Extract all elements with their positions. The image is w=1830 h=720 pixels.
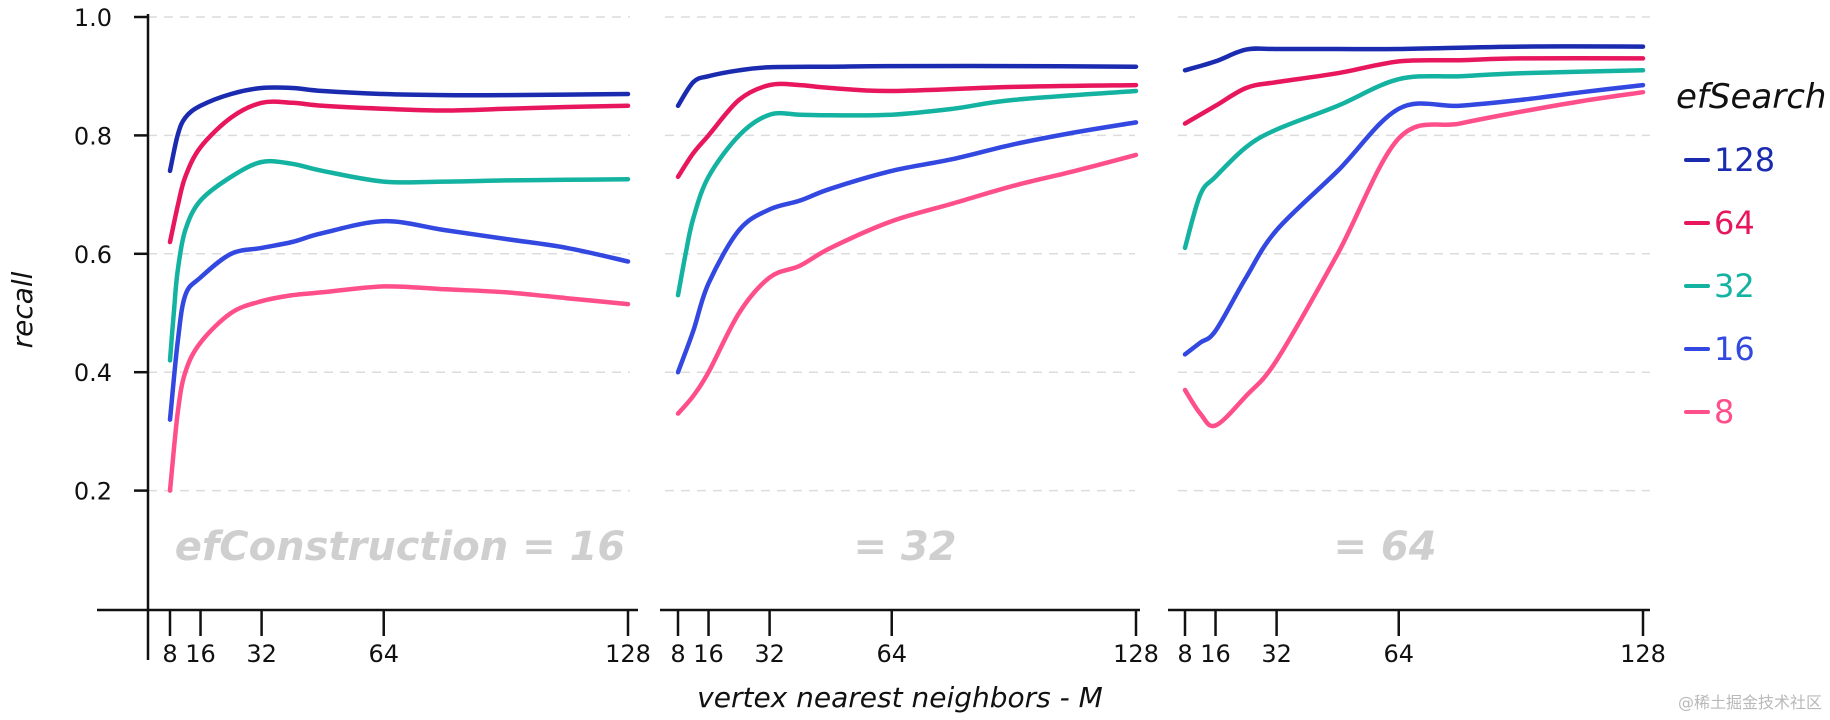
x-tick-label-panel3-8: 8 xyxy=(1177,640,1192,668)
series-line-panel1-efsearch-32 xyxy=(167,158,631,363)
legend-label-32: 32 xyxy=(1714,267,1755,305)
x-tick-label-panel3-128: 128 xyxy=(1620,640,1666,668)
series-line-panel2-efsearch-128 xyxy=(675,63,1139,109)
panel-label-3: = 64 xyxy=(1333,524,1436,570)
grid-lines xyxy=(148,16,1650,492)
watermark: @稀土掘金技术社区 xyxy=(1678,693,1822,712)
series-line-panel3-efsearch-64 xyxy=(1182,56,1646,126)
x-tick-label-panel1-32: 32 xyxy=(246,640,277,668)
axis-labels: 0.2 0.4 0.6 0.8 1.0 8 16 32 64 128 8 16 32 64 128 8 16 32… xyxy=(74,4,1666,668)
series-line-panel3-efsearch-128 xyxy=(1182,44,1646,73)
panel-label-1: efConstruction = 16 xyxy=(175,524,626,570)
series-line-panel2-efsearch-16 xyxy=(675,120,1139,375)
series-lines xyxy=(167,44,1646,493)
x-tick-label-panel1-16: 16 xyxy=(185,640,216,668)
y-tick-label-0.2: 0.2 xyxy=(74,478,112,506)
series-line-panel3-efsearch-8 xyxy=(1182,89,1646,429)
series-line-panel1-efsearch-8 xyxy=(167,284,631,493)
x-tick-label-panel1-8: 8 xyxy=(162,640,177,668)
x-tick-label-panel2-16: 16 xyxy=(693,640,724,668)
series-line-panel2-efsearch-8 xyxy=(675,152,1139,416)
y-axis-label: recall xyxy=(6,271,39,348)
panel-label-2: = 32 xyxy=(853,524,956,570)
x-tick-label-panel2-32: 32 xyxy=(754,640,785,668)
series-line-panel3-efsearch-16 xyxy=(1182,82,1646,357)
x-tick-label-panel1-64: 64 xyxy=(368,640,399,668)
y-tick-label-1.0: 1.0 xyxy=(74,4,112,32)
legend-label-16: 16 xyxy=(1714,330,1755,368)
x-tick-label-panel3-64: 64 xyxy=(1383,640,1414,668)
legend: efSearch 128 64 32 16 8 xyxy=(1676,77,1826,431)
series-line-panel2-efsearch-64 xyxy=(675,81,1139,180)
x-tick-label-panel2-128: 128 xyxy=(1113,640,1159,668)
series-line-panel1-efsearch-64 xyxy=(167,99,631,245)
legend-label-8: 8 xyxy=(1714,393,1734,431)
series-line-panel1-efsearch-16 xyxy=(167,218,631,422)
x-tick-label-panel3-32: 32 xyxy=(1261,640,1292,668)
x-axis-label: vertex nearest neighbors - M xyxy=(697,681,1103,714)
x-tick-label-panel1-128: 128 xyxy=(605,640,651,668)
legend-title: efSearch xyxy=(1676,77,1826,117)
series-line-panel1-efsearch-128 xyxy=(167,85,631,174)
x-tick-label-panel3-16: 16 xyxy=(1200,640,1231,668)
y-tick-label-0.8: 0.8 xyxy=(74,122,112,150)
legend-label-64: 64 xyxy=(1714,204,1755,242)
y-tick-label-0.4: 0.4 xyxy=(74,359,112,387)
series-line-panel3-efsearch-32 xyxy=(1182,68,1646,251)
axes xyxy=(97,14,1650,660)
x-tick-label-panel2-8: 8 xyxy=(670,640,685,668)
series-line-panel2-efsearch-32 xyxy=(675,88,1139,298)
x-tick-label-panel2-64: 64 xyxy=(876,640,907,668)
y-tick-label-0.6: 0.6 xyxy=(74,241,112,269)
legend-label-128: 128 xyxy=(1714,141,1775,179)
